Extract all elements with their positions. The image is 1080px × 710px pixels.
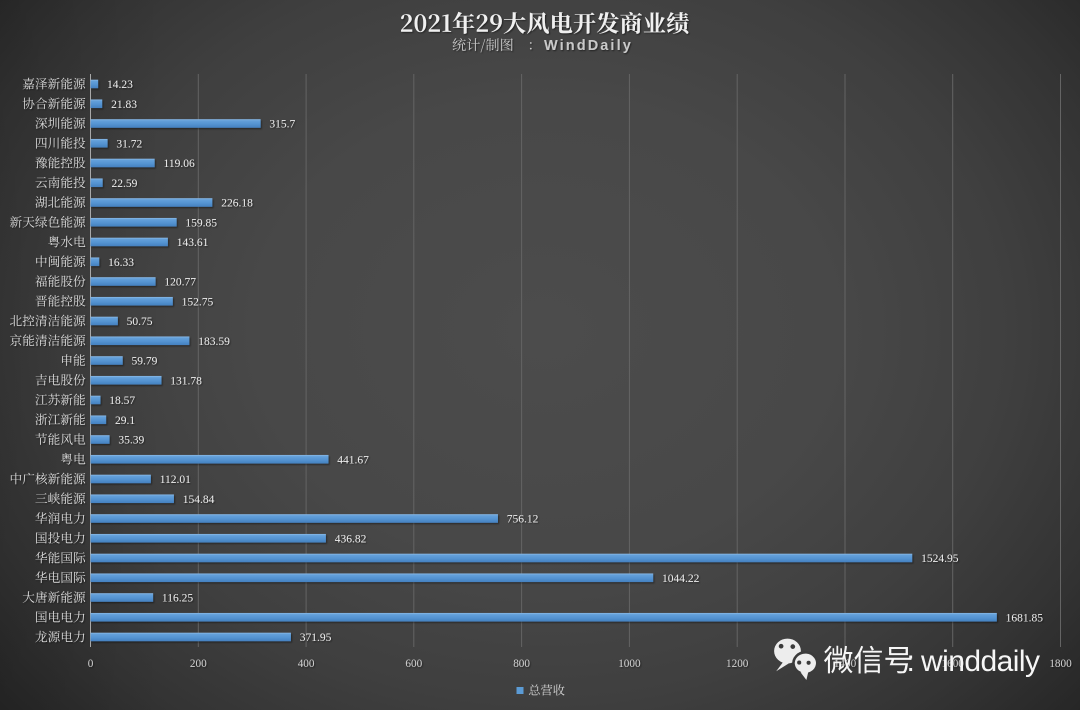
svg-text::: :: [907, 645, 915, 678]
svg-text:0: 0: [88, 658, 94, 670]
svg-text:21.83: 21.83: [111, 99, 137, 111]
svg-text:35.39: 35.39: [118, 435, 144, 447]
svg-text:14.23: 14.23: [107, 79, 133, 91]
svg-text:800: 800: [513, 658, 530, 670]
svg-text:WindDaily: WindDaily: [544, 38, 633, 54]
svg-text:183.59: 183.59: [198, 336, 230, 348]
svg-text:159.85: 159.85: [185, 217, 217, 229]
svg-text:315.7: 315.7: [269, 119, 295, 131]
svg-text:22.59: 22.59: [112, 178, 138, 190]
svg-text:29.1: 29.1: [115, 415, 135, 427]
svg-text:1681.85: 1681.85: [1006, 612, 1044, 624]
svg-text:1600: 1600: [942, 658, 965, 670]
svg-text:120.77: 120.77: [164, 277, 196, 289]
svg-text:436.82: 436.82: [335, 533, 367, 545]
svg-text:116.25: 116.25: [162, 593, 193, 605]
svg-text:400: 400: [298, 658, 315, 670]
svg-text:371.95: 371.95: [300, 632, 332, 644]
svg-text:1000: 1000: [618, 658, 641, 670]
svg-text:226.18: 226.18: [221, 198, 253, 210]
svg-text:59.79: 59.79: [132, 356, 158, 368]
svg-text:1524.95: 1524.95: [921, 553, 959, 565]
svg-text:441.67: 441.67: [337, 454, 369, 466]
svg-text:112.01: 112.01: [160, 474, 191, 486]
svg-text:600: 600: [405, 658, 422, 670]
svg-text:18.57: 18.57: [109, 395, 135, 407]
svg-text:1200: 1200: [726, 658, 749, 670]
svg-text:154.84: 154.84: [183, 494, 215, 506]
svg-text:16.33: 16.33: [108, 257, 134, 269]
svg-text:756.12: 756.12: [507, 514, 539, 526]
svg-text:1800: 1800: [1049, 658, 1072, 670]
svg-text:50.75: 50.75: [127, 316, 153, 328]
svg-text:31.72: 31.72: [116, 138, 142, 150]
svg-text:152.75: 152.75: [182, 296, 214, 308]
svg-text:119.06: 119.06: [164, 158, 195, 170]
svg-text:winddaily: winddaily: [920, 645, 1040, 678]
svg-text:143.61: 143.61: [177, 237, 209, 249]
svg-text:1044.22: 1044.22: [662, 573, 700, 585]
svg-text:131.78: 131.78: [170, 375, 202, 387]
svg-text:200: 200: [190, 658, 207, 670]
